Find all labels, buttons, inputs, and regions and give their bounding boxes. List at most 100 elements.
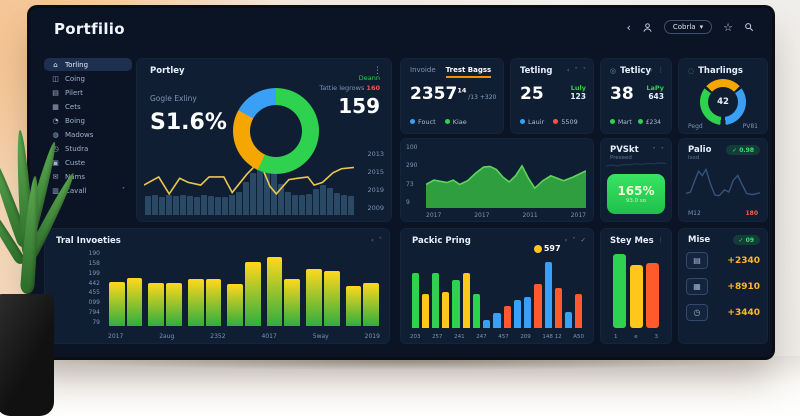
pvskt-badge-value: 165% xyxy=(617,184,655,198)
donut-hole xyxy=(250,105,302,157)
sidebar-item-coing[interactable]: ◫ Coing xyxy=(52,74,85,83)
tetling-legend: Lauir 5509 xyxy=(520,118,578,126)
legend-dot-blue xyxy=(520,119,525,124)
panel-title: Mise xyxy=(688,235,711,245)
area-chart-panel: 100 290 73 9 2017 2017 2011 2017 xyxy=(400,138,594,222)
portfolio-sub-value: 160 xyxy=(366,84,380,92)
panel-title: Portley xyxy=(150,66,185,76)
pvskt-panel: PVSkt ˅ ˅ Preseed 165% 93.0 so xyxy=(600,138,672,222)
sidebar-item-custe[interactable]: ▣ Custe xyxy=(52,158,86,167)
tral-bar-chart xyxy=(108,252,380,326)
portfolio-y-axis: 2013 2015 2019 2009 xyxy=(367,150,384,212)
palio-panel: Palio ✓ 0.98 lsod M12 180 xyxy=(678,138,768,222)
packic-pring-panel: Packic Pring ‹ ˅ ✓ 597 203 257 241 247 457 20… xyxy=(400,228,594,344)
grid-icon: ▦ xyxy=(52,102,59,111)
chevron-left-icon[interactable]: ‹ xyxy=(566,66,570,74)
palio-foot-right: 180 xyxy=(745,210,758,217)
mise-row-value: +8910 xyxy=(727,281,760,292)
kebab-menu-icon[interactable]: ⋮ xyxy=(373,66,382,76)
chevron-down-icon[interactable]: ˅ xyxy=(574,66,578,74)
plant xyxy=(0,129,80,420)
tab-invoide[interactable]: Invoide xyxy=(410,66,436,74)
palio-sparkline xyxy=(686,164,760,200)
pvskt-sparkline xyxy=(606,156,666,170)
panel-title: Tharlings xyxy=(698,66,743,76)
chevron-left-icon[interactable]: ‹ xyxy=(649,236,653,244)
sidebar-item-boing[interactable]: ◔ Boing xyxy=(52,116,85,125)
chevron-down-icon[interactable]: ˅ xyxy=(652,146,656,154)
chevron-down-icon[interactable]: ˅ xyxy=(572,236,576,244)
legend-item: Mart xyxy=(610,119,632,126)
portfolio-tag: Deann xyxy=(358,74,380,82)
dashboard-screen: Portfilio ‹ Cobrla ▾ ☆ ⌂ Torling ◫ Coing ▤… xyxy=(30,8,772,357)
packic-bar-chart xyxy=(410,262,584,328)
profile-dropdown[interactable]: Cobrla ▾ xyxy=(663,20,713,34)
sidebar-item-madows[interactable]: ◍ Madows xyxy=(52,130,94,139)
check-icon[interactable]: ✓ xyxy=(580,236,586,244)
user-icon[interactable] xyxy=(642,22,653,33)
gauge-label-right: PV81 xyxy=(742,123,758,130)
tetlicy-tag: LaPy 643 xyxy=(646,84,664,101)
portfolio-right-value: 159 xyxy=(338,94,380,118)
mail-icon: ✉ xyxy=(52,172,59,181)
panel-header: ◎ Tetlicy xyxy=(610,66,651,76)
mise-row-value: +2340 xyxy=(727,255,760,266)
sidebar-item-nams[interactable]: ✉ Nams xyxy=(52,172,85,181)
mise-badge[interactable]: ✓ 09 xyxy=(732,235,760,245)
legend-dot-blue xyxy=(410,119,415,124)
tral-invoeties-panel: Tral Invoeties ‹ ˅ 190 158 199 442 455 099 794… xyxy=(44,228,390,344)
star-icon[interactable]: ☆ xyxy=(723,20,733,34)
plant-pot xyxy=(0,294,54,416)
palio-foot-left: M12 xyxy=(688,210,701,217)
palio-badge[interactable]: ✓ 0.98 xyxy=(726,145,760,155)
panel-header-icons: ‹ ˅ ˅ xyxy=(567,66,586,74)
invoide-value-sup: 14 xyxy=(457,86,467,95)
mise-row[interactable]: ▤ +2340 xyxy=(686,252,760,269)
kebab-menu-icon[interactable]: ⋮ xyxy=(657,66,665,74)
sidebar-item-cets[interactable]: ▦ Cets xyxy=(52,102,81,111)
area-x-axis: 2017 2017 2011 2017 xyxy=(426,212,586,219)
tharlings-panel: ◌ Tharlings 42 Pegd PV81 xyxy=(678,58,768,134)
legend-dot-green xyxy=(444,119,450,124)
mise-panel: Mise ✓ 09 ▤ +2340 ▦ +8910 ◷ +3440 xyxy=(678,228,768,344)
chevron-left-icon[interactable]: ‹ xyxy=(371,236,374,244)
pvskt-badge-sub: 93.0 so xyxy=(625,198,647,204)
sidebar-item-torling[interactable]: ⌂ Torling xyxy=(44,58,132,71)
tral-y-axis: 190 158 199 442 455 099 794 79 xyxy=(88,250,100,326)
legend-item: Fouct xyxy=(410,118,436,126)
list-icon: ▤ xyxy=(52,88,59,97)
kebab-menu-icon[interactable]: ⋮ xyxy=(657,236,665,244)
chevron-down-icon[interactable]: ˅ xyxy=(582,66,586,74)
gauge-center-value: 42 xyxy=(708,87,738,117)
chevron-left-icon[interactable]: ‹ xyxy=(626,20,631,34)
mise-row[interactable]: ◷ +3440 xyxy=(686,304,760,321)
palio-footer: M12 180 xyxy=(688,210,758,217)
chevron-left-icon[interactable]: ‹ xyxy=(564,236,568,244)
portfolio-sub-label: Tattie legrows 160 xyxy=(319,84,380,92)
sidebar-item-studra[interactable]: ◷ Studra xyxy=(52,144,89,153)
sidebar-item-cavall[interactable]: ▥ Cavall ˅ xyxy=(52,186,125,195)
mise-row[interactable]: ▦ +8910 xyxy=(686,278,760,295)
tharlings-gauge-chart: 42 xyxy=(700,79,746,125)
tetling-tag: Luly 123 xyxy=(570,84,586,101)
chevron-down-icon[interactable]: ˅ xyxy=(660,146,664,154)
sidebar-item-pilert[interactable]: ▤ Pilert xyxy=(52,88,83,97)
tab-trest-bagss[interactable]: Trest Bagss xyxy=(445,66,492,78)
doc-icon: ▦ xyxy=(686,278,708,295)
window-icon: ◫ xyxy=(52,74,59,83)
tabs: Invoide Trest Bagss xyxy=(410,66,492,78)
chevron-left-icon[interactable]: ‹ xyxy=(649,66,653,74)
search-icon[interactable] xyxy=(744,22,754,32)
chevron-down-icon[interactable]: ˅ xyxy=(378,236,382,244)
pvskt-badge-button[interactable]: 165% 93.0 so xyxy=(607,174,665,214)
chevron-down-icon: ▾ xyxy=(699,23,704,31)
app-title: Portfilio xyxy=(54,20,125,38)
check-icon: ✓ xyxy=(738,236,744,244)
badge-icon: ◌ xyxy=(688,67,695,75)
packic-annotation: 597 xyxy=(533,244,561,253)
tetling-panel: Tetling ‹ ˅ ˅ 25 Luly 123 Lauir 5509 xyxy=(510,58,594,134)
disc-icon: ◍ xyxy=(52,130,59,139)
portfolio-panel: Portley ⋮ Gogle Exliny S1.6% Deann Tatti… xyxy=(136,58,392,222)
panel-title: Palio xyxy=(688,145,712,155)
tetling-value: 25 xyxy=(520,84,544,104)
